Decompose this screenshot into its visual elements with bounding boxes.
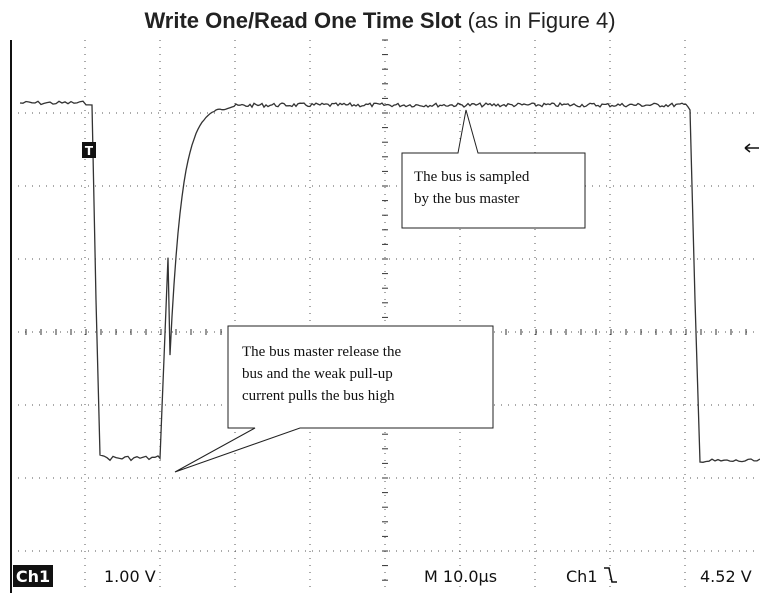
waveform xyxy=(19,100,760,463)
callout-line: The bus master release the xyxy=(242,344,401,360)
channel-badge xyxy=(13,565,53,587)
callout-line: by the bus master xyxy=(414,191,519,207)
callout-1: The bus is sampled by the bus master xyxy=(401,109,586,229)
callout-line: current pulls the bus high xyxy=(242,388,395,404)
trigger-marker-box xyxy=(82,142,96,158)
trigger-level: 4.52 V xyxy=(700,567,752,586)
title-note: (as in Figure 4) xyxy=(468,8,616,33)
callout-box xyxy=(401,109,586,229)
channel: Ch1 xyxy=(16,567,50,586)
trigger-marker: T xyxy=(85,144,94,158)
trigger-channel: Ch1 xyxy=(566,567,598,586)
title-main: Write One/Read One Time Slot xyxy=(144,8,462,33)
timebase: M 10.0µs xyxy=(424,567,497,586)
callout-box xyxy=(174,325,494,473)
callout-line: The bus is sampled xyxy=(414,169,530,185)
graticule xyxy=(10,39,760,593)
status-bar: Ch1 1.00 V M 10.0µs Ch1 4.52 V xyxy=(13,565,752,587)
volts-per-div: 1.00 V xyxy=(104,567,156,586)
callout-2: The bus master release the bus and the w… xyxy=(174,325,494,473)
callout-line: bus and the weak pull-up xyxy=(242,366,393,382)
title: Write One/Read One Time Slot (as in Figu… xyxy=(144,8,615,33)
falling-edge-icon xyxy=(604,567,617,583)
level-arrow xyxy=(744,143,759,153)
